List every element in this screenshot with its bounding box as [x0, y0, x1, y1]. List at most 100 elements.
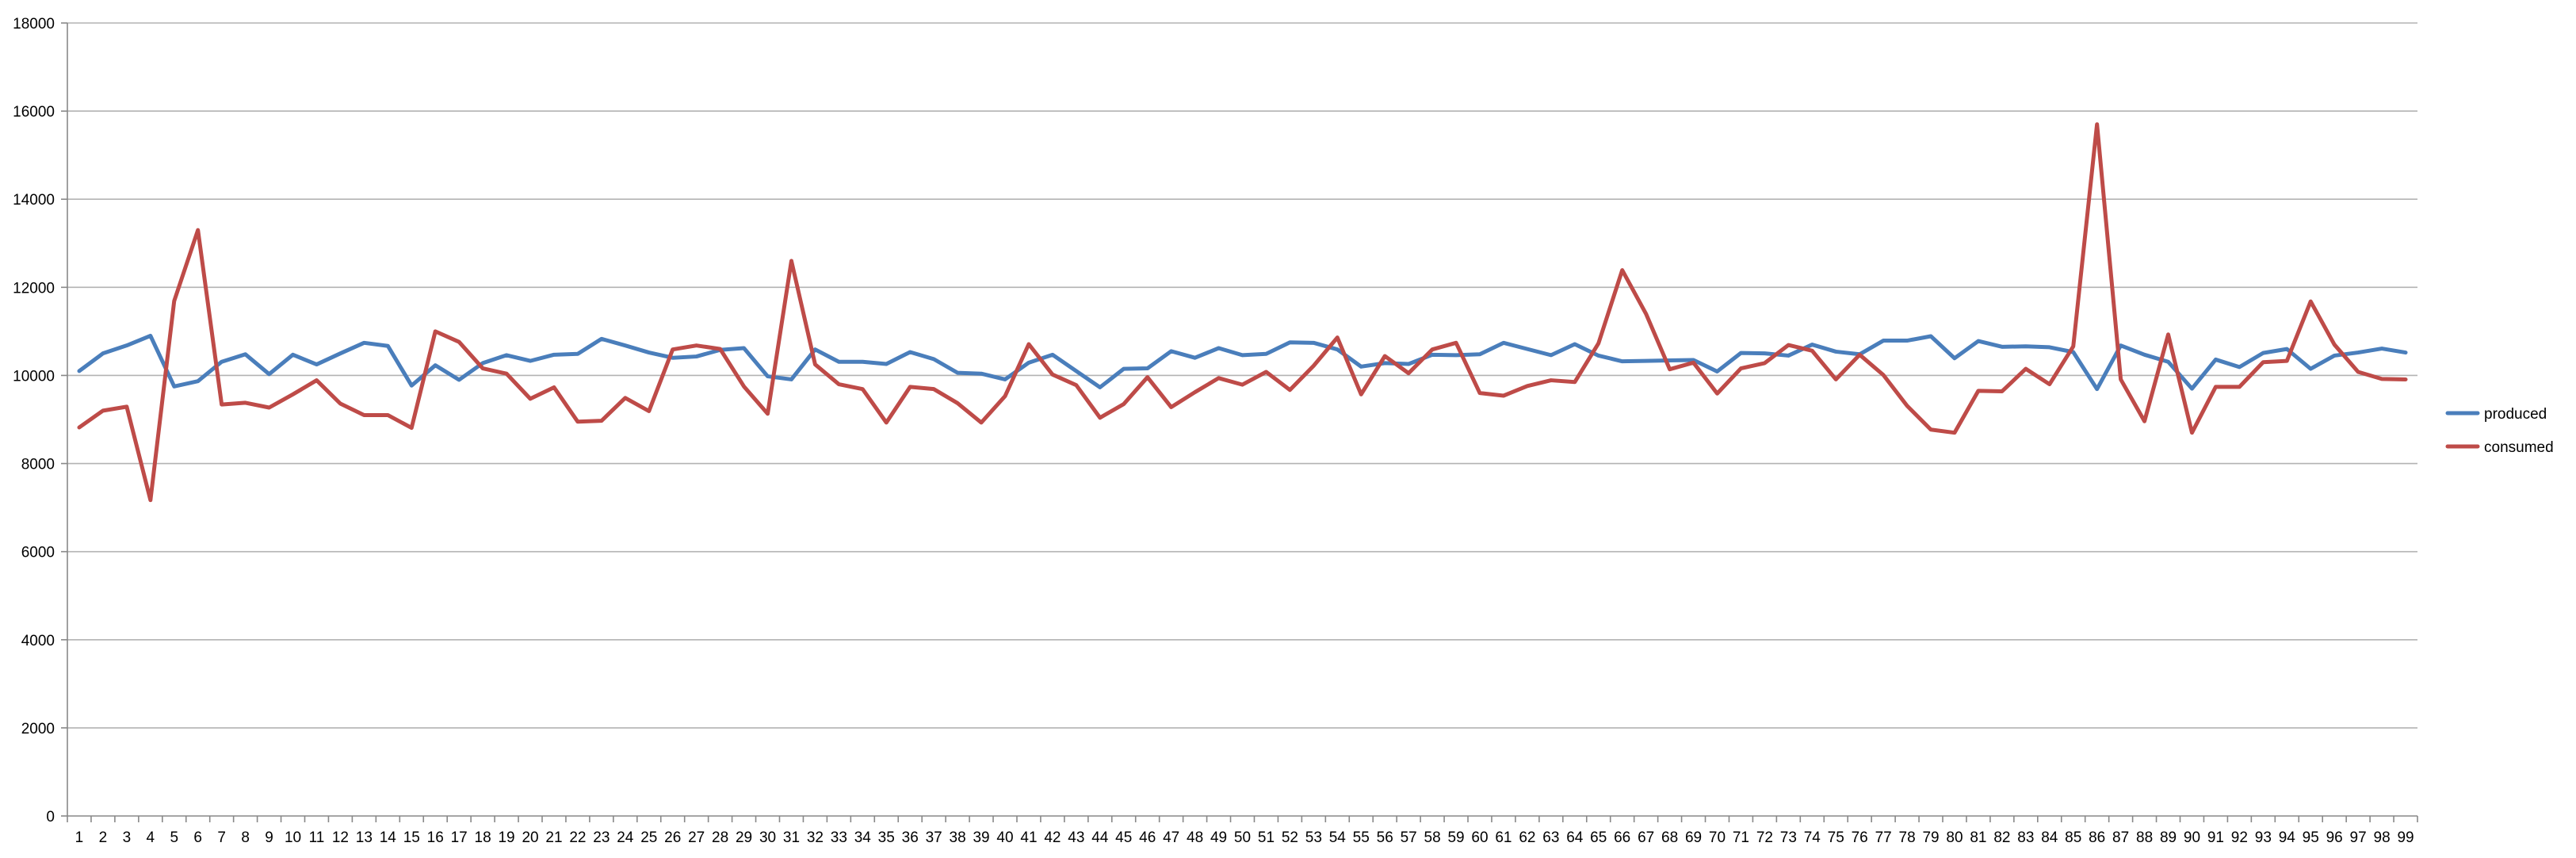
x-tick-label: 47 — [1163, 829, 1179, 846]
x-tick-label: 51 — [1258, 829, 1275, 846]
x-tick-label: 23 — [593, 829, 610, 846]
legend: produced consumed — [2445, 406, 2554, 456]
x-tick-label: 50 — [1234, 829, 1251, 846]
x-tick-label: 16 — [427, 829, 444, 846]
legend-label-consumed: consumed — [2484, 439, 2554, 456]
x-tick-label: 56 — [1377, 829, 1393, 846]
x-tick-label: 24 — [617, 829, 634, 846]
y-tick-label: 18000 — [13, 16, 55, 33]
x-tick-label: 61 — [1495, 829, 1512, 846]
legend-label-produced: produced — [2484, 406, 2547, 423]
x-tick-label: 3 — [123, 829, 132, 846]
y-tick-label: 6000 — [21, 545, 55, 561]
x-tick-label: 41 — [1020, 829, 1037, 846]
x-tick-label: 64 — [1566, 829, 1584, 846]
x-tick-label: 55 — [1353, 829, 1370, 846]
x-tick-label: 90 — [2184, 829, 2200, 846]
x-tick-label: 37 — [926, 829, 942, 846]
x-tick-label: 95 — [2303, 829, 2319, 846]
x-tick-label: 31 — [783, 829, 800, 846]
x-tick-label: 92 — [2231, 829, 2248, 846]
x-tick-label: 18 — [475, 829, 491, 846]
x-tick-label: 65 — [1590, 829, 1607, 846]
x-tick-label: 15 — [403, 829, 420, 846]
x-tick-label: 48 — [1187, 829, 1203, 846]
x-tick-label: 63 — [1542, 829, 1559, 846]
x-tick-label: 10 — [285, 829, 301, 846]
y-tick-label: 4000 — [21, 633, 55, 649]
x-tick-label: 21 — [545, 829, 562, 846]
x-tick-label: 87 — [2112, 829, 2129, 846]
y-tick-label: 2000 — [21, 721, 55, 737]
x-tick-label: 27 — [688, 829, 705, 846]
x-tick-label: 60 — [1471, 829, 1488, 846]
x-tick-label: 71 — [1733, 829, 1749, 846]
x-tick-label: 98 — [2374, 829, 2391, 846]
x-tick-label: 68 — [1661, 829, 1678, 846]
x-tick-label: 1 — [75, 829, 84, 846]
y-tick-label: 0 — [46, 809, 55, 825]
y-tick-label: 12000 — [13, 280, 55, 297]
x-tick-label: 34 — [854, 829, 872, 846]
x-tick-label: 33 — [831, 829, 847, 846]
x-tick-label: 72 — [1756, 829, 1773, 846]
x-tick-label: 28 — [712, 829, 728, 846]
x-tick-label: 2 — [99, 829, 108, 846]
x-tick-label: 12 — [332, 829, 349, 846]
x-tick-label: 39 — [973, 829, 989, 846]
x-tick-label: 79 — [1922, 829, 1939, 846]
x-tick-labels: 1 2 3 4 5 6 7 8 9 10 11 12 13 14 15 16 17 18 19 20 21 22 23 24 2… — [75, 829, 2414, 846]
x-tick-label: 8 — [241, 829, 250, 846]
x-tick-label: 91 — [2207, 829, 2224, 846]
x-tick-label: 38 — [950, 829, 966, 846]
x-tick-label: 70 — [1709, 829, 1726, 846]
x-tick-label: 9 — [265, 829, 273, 846]
x-tick-label: 74 — [1804, 829, 1821, 846]
x-tick-label: 6 — [193, 829, 202, 846]
x-tick-label: 93 — [2255, 829, 2272, 846]
x-tick-label: 86 — [2089, 829, 2105, 846]
x-tick-label: 85 — [2065, 829, 2081, 846]
x-tick-label: 45 — [1115, 829, 1132, 846]
x-tick-label: 97 — [2350, 829, 2367, 846]
x-tick-label: 43 — [1068, 829, 1084, 846]
x-tick-label: 83 — [2017, 829, 2034, 846]
x-tick-label: 54 — [1329, 829, 1347, 846]
x-tick-label: 66 — [1614, 829, 1630, 846]
x-tick-label: 17 — [451, 829, 468, 846]
x-tick-label: 26 — [664, 829, 681, 846]
x-tick-label: 94 — [2279, 829, 2296, 846]
x-tick-label: 25 — [640, 829, 657, 846]
x-tick-label: 44 — [1091, 829, 1109, 846]
x-tick-label: 75 — [1828, 829, 1844, 846]
x-tick-label: 36 — [902, 829, 919, 846]
x-tick-label: 81 — [1970, 829, 1986, 846]
x-tick-label: 96 — [2326, 829, 2343, 846]
y-tick-label: 10000 — [13, 368, 55, 385]
x-tick-label: 78 — [1899, 829, 1916, 846]
series-line-consumed — [77, 122, 2408, 503]
grid-lines — [67, 22, 2417, 729]
x-tick-label: 76 — [1852, 829, 1868, 846]
x-tick-label: 13 — [356, 829, 373, 846]
x-tick-label: 35 — [878, 829, 895, 846]
x-tick-label: 67 — [1638, 829, 1654, 846]
x-tick-label: 11 — [309, 829, 325, 846]
x-tick-label: 46 — [1139, 829, 1156, 846]
y-tick-label: 14000 — [13, 192, 55, 209]
y-tick-labels: 0 2000 4000 6000 8000 10000 12000 14000 16000 180… — [13, 16, 55, 825]
x-tick-label: 77 — [1875, 829, 1892, 846]
x-tick-label: 80 — [1946, 829, 1963, 846]
x-tick-label: 30 — [759, 829, 776, 846]
axes — [61, 22, 2418, 822]
x-tick-label: 82 — [1993, 829, 2010, 846]
x-tick-label: 89 — [2160, 829, 2177, 846]
x-tick-label: 42 — [1044, 829, 1061, 846]
x-tick-label: 4 — [147, 829, 155, 846]
x-tick-label: 69 — [1685, 829, 1702, 846]
x-tick-label: 22 — [569, 829, 586, 846]
x-tick-label: 49 — [1210, 829, 1227, 846]
x-tick-label: 29 — [736, 829, 752, 846]
